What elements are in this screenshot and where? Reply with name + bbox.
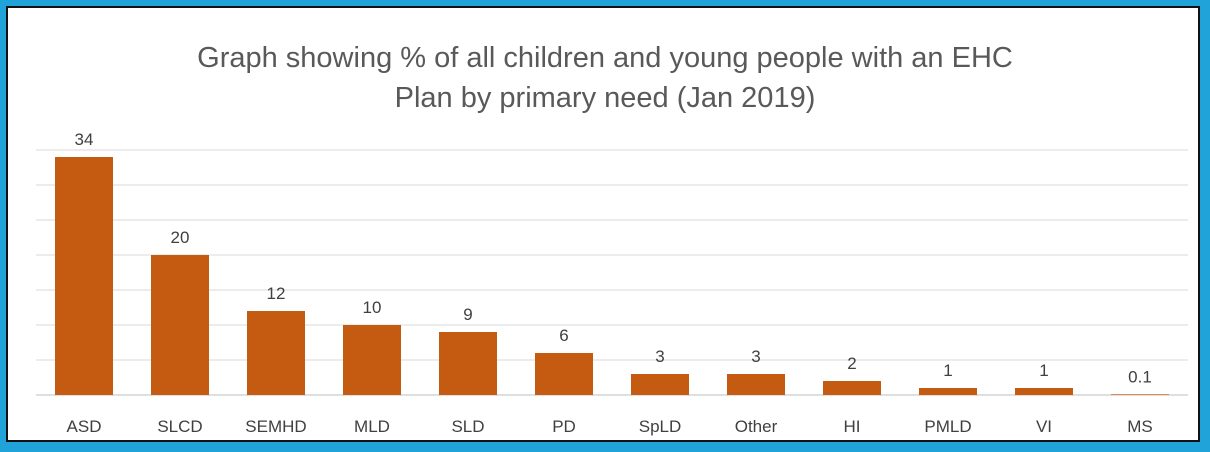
bar-sld [439, 332, 497, 395]
data-label-asd: 34 [75, 130, 94, 149]
bar-spld [631, 374, 689, 395]
data-label-sld: 9 [463, 305, 472, 324]
data-label-ms: 0.1 [1128, 367, 1152, 386]
bar-chart-plot: 34 20 12 10 9 6 3 3 2 1 1 0.1 ASD SLCD SEMHD MLD SLD PD S… [36, 130, 1188, 436]
x-tick-label-ms: MS [1127, 417, 1153, 436]
bar-mld [343, 325, 401, 395]
bar-other [727, 374, 785, 395]
x-tick-label-pd: PD [552, 417, 576, 436]
x-tick-label-vi: VI [1036, 417, 1052, 436]
x-tick-label-semhd: SEMHD [245, 417, 306, 436]
data-labels: 34 20 12 10 9 6 3 3 2 1 1 0.1 [75, 130, 1152, 386]
x-tick-label-pmld: PMLD [924, 417, 971, 436]
bar-pd [535, 353, 593, 395]
bar-ms [1111, 394, 1169, 395]
data-label-pmld: 1 [943, 361, 952, 380]
data-label-spld: 3 [655, 347, 664, 366]
x-tick-labels: ASD SLCD SEMHD MLD SLD PD SpLD Other HI PMLD VI MS [67, 417, 1153, 436]
x-tick-label-asd: ASD [67, 417, 102, 436]
bar-slcd [151, 255, 209, 395]
chart-title: Graph showing % of all children and youn… [8, 38, 1202, 118]
data-label-slcd: 20 [171, 228, 190, 247]
bars [55, 157, 1169, 395]
chart-title-line-2: Plan by primary need (Jan 2019) [394, 82, 816, 114]
data-label-vi: 1 [1039, 361, 1048, 380]
data-label-mld: 10 [363, 298, 382, 317]
data-label-hi: 2 [847, 354, 856, 373]
data-label-semhd: 12 [267, 284, 286, 303]
x-tick-label-spld: SpLD [639, 417, 682, 436]
data-label-pd: 6 [559, 326, 568, 345]
chart-title-line-1: Graph showing % of all children and youn… [197, 42, 1013, 74]
bar-asd [55, 157, 113, 395]
gridlines [36, 149, 1188, 396]
bar-semhd [247, 311, 305, 395]
bar-hi [823, 381, 881, 395]
chart-frame: Graph showing % of all children and youn… [6, 6, 1200, 442]
x-tick-label-hi: HI [844, 417, 861, 436]
x-tick-label-sld: SLD [451, 417, 484, 436]
x-tick-label-mld: MLD [354, 417, 390, 436]
bar-pmld [919, 388, 977, 395]
x-tick-label-other: Other [735, 417, 778, 436]
bar-vi [1015, 388, 1073, 395]
data-label-other: 3 [751, 347, 760, 366]
x-tick-label-slcd: SLCD [157, 417, 202, 436]
